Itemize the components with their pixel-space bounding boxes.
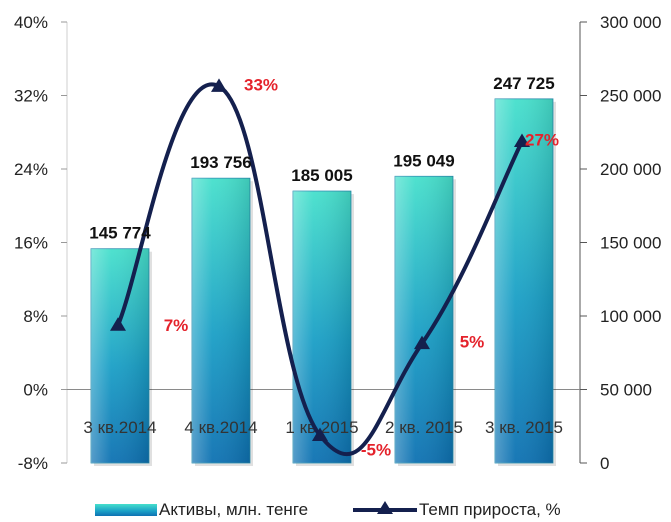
right-tick-label: 200 000: [600, 160, 661, 179]
bar-value-label: 145 774: [89, 224, 151, 243]
left-tick-label: 32%: [14, 87, 48, 106]
growth-point-marker: [514, 133, 530, 148]
growth-line: [116, 82, 524, 457]
legend-assets-label: Активы, млн. тенге: [159, 500, 309, 519]
bar-highlight: [91, 248, 149, 463]
left-axis-ticks: 40% 32% 24% 16% 8% 0% -8%: [14, 13, 67, 473]
category-label: 1 кв.2015: [285, 418, 358, 437]
legend-item-growth: Темп прироста, %: [353, 499, 561, 521]
category-label: 3 кв. 2015: [485, 418, 563, 437]
bar-highlight: [293, 191, 351, 463]
percent-label: 5%: [460, 333, 485, 352]
percent-label: -5%: [361, 440, 391, 459]
bar-value-label: 193 756: [190, 153, 251, 172]
bar-value-labels: 145 774 193 756 185 005 195 049 247 725: [89, 74, 554, 243]
percent-label: 27%: [525, 130, 559, 149]
right-tick-label: 300 000: [600, 13, 661, 32]
growth-point-marker: [211, 78, 227, 92]
category-labels: 3 кв.2014 4 кв.2014 1 кв.2015 2 кв. 2015 3 к…: [83, 418, 563, 437]
right-tick-label: 250 000: [600, 87, 661, 106]
right-axis-ticks: 300 000 250 000 200 000 150 000 100 000 50 00…: [580, 13, 661, 473]
bar-value-label: 195 049: [393, 151, 454, 170]
bar-highlight: [395, 176, 453, 464]
percent-label: 7%: [164, 316, 189, 335]
percent-label: 33%: [244, 75, 278, 94]
left-tick-label: 40%: [14, 13, 48, 32]
category-label: 2 кв. 2015: [385, 418, 463, 437]
right-tick-label: 50 000: [600, 381, 652, 400]
growth-point-marker: [312, 427, 328, 442]
left-tick-label: 0%: [23, 381, 48, 400]
bar-value-label: 185 005: [291, 166, 352, 185]
legend-item-assets: Активы, млн. тенге: [95, 499, 308, 521]
percent-labels: 7% 33% -5% 5% 27%: [164, 75, 559, 459]
left-tick-label: 16%: [14, 234, 48, 253]
growth-line-layer: [110, 78, 530, 457]
legend-bar-swatch: [95, 504, 157, 516]
legend-growth-label: Темп прироста, %: [419, 500, 561, 519]
bar-highlight: [495, 98, 553, 464]
growth-point-marker: [110, 317, 126, 331]
right-tick-label: 0: [600, 454, 609, 473]
left-tick-label: 24%: [14, 160, 48, 179]
category-label: 4 кв.2014: [184, 418, 257, 437]
combo-chart: 40% 32% 24% 16% 8% 0% -8% 300 000 250 000 200 00…: [14, 13, 661, 473]
right-tick-label: 100 000: [600, 307, 661, 326]
left-tick-label: 8%: [23, 307, 48, 326]
bar-value-label: 247 725: [493, 74, 554, 93]
left-tick-label: -8%: [18, 454, 48, 473]
right-tick-label: 150 000: [600, 234, 661, 253]
bars-layer: [90, 98, 556, 467]
legend-line-swatch: [353, 501, 417, 517]
category-label: 3 кв.2014: [83, 418, 156, 437]
growth-point-marker: [414, 335, 430, 350]
bar-highlight: [192, 178, 250, 463]
legend: Активы, млн. тенге Темп прироста, %: [95, 499, 671, 521]
